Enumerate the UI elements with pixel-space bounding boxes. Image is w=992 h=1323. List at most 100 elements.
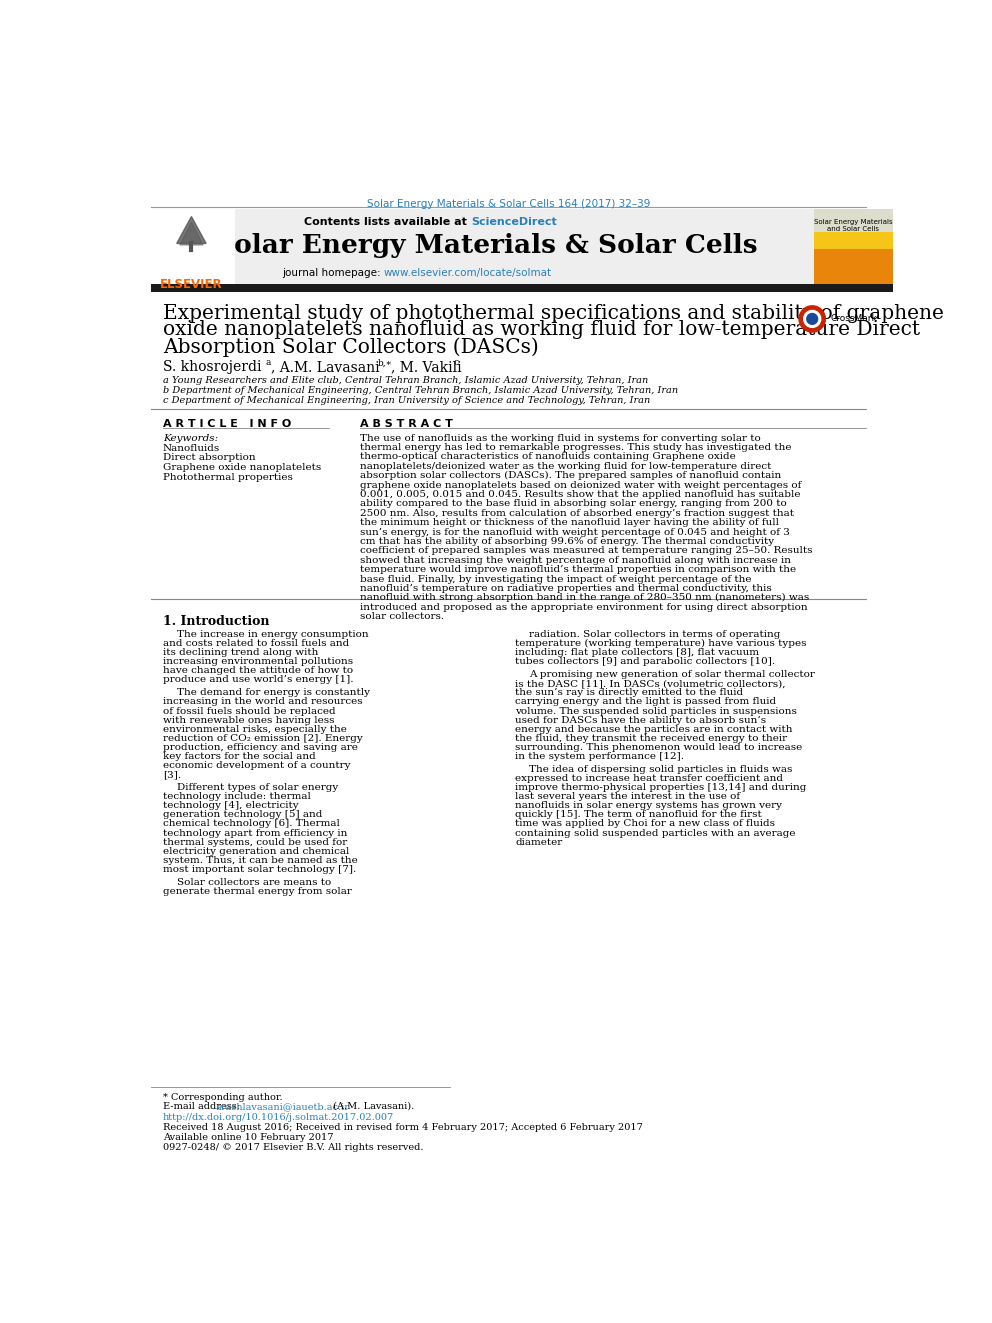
Text: and costs related to fossil fuels and: and costs related to fossil fuels and: [163, 639, 349, 648]
Text: expressed to increase heat transfer coefficient and: expressed to increase heat transfer coef…: [516, 774, 784, 783]
Text: nanofluids in solar energy systems has grown very: nanofluids in solar energy systems has g…: [516, 802, 783, 810]
Text: Received 18 August 2016; Received in revised form 4 February 2017; Accepted 6 Fe: Received 18 August 2016; Received in rev…: [163, 1123, 643, 1131]
Text: arashlavasani@iauetb.ac.ir: arashlavasani@iauetb.ac.ir: [215, 1102, 349, 1111]
Polygon shape: [177, 217, 206, 243]
Text: containing solid suspended particles with an average: containing solid suspended particles wit…: [516, 828, 796, 837]
Text: CrossMark: CrossMark: [830, 315, 877, 323]
Text: journal homepage:: journal homepage:: [282, 269, 384, 278]
Text: c: c: [453, 359, 458, 368]
Text: The use of nanofluids as the working fluid in systems for converting solar to: The use of nanofluids as the working flu…: [360, 434, 761, 443]
Text: of fossil fuels should be replaced: of fossil fuels should be replaced: [163, 706, 335, 716]
Text: generate thermal energy from solar: generate thermal energy from solar: [163, 886, 351, 896]
Text: a Young Researchers and Elite club, Central Tehran Branch, Islamic Azad Universi: a Young Researchers and Elite club, Cent…: [163, 376, 648, 385]
Text: key factors for the social and: key factors for the social and: [163, 751, 315, 761]
Text: radiation. Solar collectors in terms of operating: radiation. Solar collectors in terms of …: [530, 630, 781, 639]
Text: ELSEVIER: ELSEVIER: [160, 278, 223, 291]
Text: increasing environmental pollutions: increasing environmental pollutions: [163, 658, 353, 667]
Bar: [813, 249, 893, 283]
Text: temperature (working temperature) have various types: temperature (working temperature) have v…: [516, 639, 806, 648]
Text: energy and because the particles are in contact with: energy and because the particles are in …: [516, 725, 793, 734]
Text: graphene oxide nanoplatelets based on deionized water with weight percentages of: graphene oxide nanoplatelets based on de…: [360, 480, 802, 490]
Text: is the DASC [11]. In DASCs (volumetric collectors),: is the DASC [11]. In DASCs (volumetric c…: [516, 679, 786, 688]
Text: the sun’s ray is directly emitted to the fluid: the sun’s ray is directly emitted to the…: [516, 688, 743, 697]
Text: the minimum height or thickness of the nanofluid layer having the ability of ful: the minimum height or thickness of the n…: [360, 519, 780, 527]
Text: b Department of Mechanical Engineering, Central Tehran Branch, Islamic Azad Univ: b Department of Mechanical Engineering, …: [163, 386, 678, 394]
Text: tubes collectors [9] and parabolic collectors [10].: tubes collectors [9] and parabolic colle…: [516, 658, 776, 667]
Text: economic development of a country: economic development of a country: [163, 761, 350, 770]
Text: absorption solar collectors (DASCs). The prepared samples of nanofluid contain: absorption solar collectors (DASCs). The…: [360, 471, 782, 480]
Text: coefficient of prepared samples was measured at temperature ranging 25–50. Resul: coefficient of prepared samples was meas…: [360, 546, 812, 556]
Text: A B S T R A C T: A B S T R A C T: [360, 419, 453, 429]
Text: Keywords:: Keywords:: [163, 434, 218, 443]
Text: S. khosrojerdi: S. khosrojerdi: [163, 360, 261, 374]
Text: 1. Introduction: 1. Introduction: [163, 615, 269, 627]
Text: A promising new generation of solar thermal collector: A promising new generation of solar ther…: [530, 671, 815, 679]
Text: 0.001, 0.005, 0.015 and 0.045. Results show that the applied nanofluid has suita: 0.001, 0.005, 0.015 and 0.045. Results s…: [360, 490, 801, 499]
Text: http://dx.doi.org/10.1016/j.solmat.2017.02.007: http://dx.doi.org/10.1016/j.solmat.2017.…: [163, 1113, 394, 1122]
Text: [3].: [3].: [163, 770, 181, 779]
Text: showed that increasing the weight percentage of nanofluid along with increase in: showed that increasing the weight percen…: [360, 556, 792, 565]
Text: Graphene oxide nanoplatelets: Graphene oxide nanoplatelets: [163, 463, 321, 472]
Text: c Department of Mechanical Engineering, Iran University of Science and Technolog: c Department of Mechanical Engineering, …: [163, 396, 650, 405]
Text: technology include: thermal: technology include: thermal: [163, 792, 310, 802]
Text: ability compared to the base fluid in absorbing solar energy, ranging from 200 t: ability compared to the base fluid in ab…: [360, 499, 787, 508]
Circle shape: [804, 311, 820, 327]
Text: Photothermal properties: Photothermal properties: [163, 472, 293, 482]
Text: Solar collectors are means to: Solar collectors are means to: [177, 877, 331, 886]
Text: b,∗: b,∗: [378, 359, 393, 368]
Bar: [813, 209, 893, 232]
Text: carrying energy and the light is passed from fluid: carrying energy and the light is passed …: [516, 697, 777, 706]
Text: time was applied by Choi for a new class of fluids: time was applied by Choi for a new class…: [516, 819, 776, 828]
Circle shape: [799, 306, 825, 332]
Text: most important solar technology [7].: most important solar technology [7].: [163, 865, 356, 875]
Text: Contents lists available at: Contents lists available at: [305, 217, 471, 226]
Bar: [151, 209, 235, 283]
Text: used for DASCs have the ability to absorb sun’s: used for DASCs have the ability to absor…: [516, 716, 767, 725]
Text: electricity generation and chemical: electricity generation and chemical: [163, 847, 349, 856]
Text: production, efficiency and saving are: production, efficiency and saving are: [163, 744, 358, 751]
Text: have changed the attitude of how to: have changed the attitude of how to: [163, 667, 353, 675]
Bar: [813, 209, 893, 283]
Text: ScienceDirect: ScienceDirect: [471, 217, 557, 226]
Text: Available online 10 February 2017: Available online 10 February 2017: [163, 1132, 333, 1142]
Circle shape: [806, 314, 817, 324]
Text: 2500 nm. Also, results from calculation of absorbed energy’s fraction suggest th: 2500 nm. Also, results from calculation …: [360, 509, 795, 517]
Text: nanofluid’s temperature on radiative properties and thermal conductivity, this: nanofluid’s temperature on radiative pro…: [360, 583, 772, 593]
Text: The demand for energy is constantly: The demand for energy is constantly: [177, 688, 370, 697]
Text: Solar Energy Materials & Solar Cells: Solar Energy Materials & Solar Cells: [215, 233, 758, 258]
Text: a: a: [265, 359, 271, 368]
Text: environmental risks, especially the: environmental risks, especially the: [163, 725, 346, 734]
Text: 0927-0248/ © 2017 Elsevier B.V. All rights reserved.: 0927-0248/ © 2017 Elsevier B.V. All righ…: [163, 1143, 424, 1152]
Text: thermal systems, could be used for: thermal systems, could be used for: [163, 837, 347, 847]
Text: in the system performance [12].: in the system performance [12].: [516, 751, 684, 761]
Text: volume. The suspended solid particles in suspensions: volume. The suspended solid particles in…: [516, 706, 798, 716]
Text: nanofluid with strong absorption band in the range of 280–350 nm (nanometers) wa: nanofluid with strong absorption band in…: [360, 593, 809, 602]
Text: Different types of solar energy: Different types of solar energy: [177, 783, 338, 792]
Text: produce and use world’s energy [1].: produce and use world’s energy [1].: [163, 676, 353, 684]
Text: last several years the interest in the use of: last several years the interest in the u…: [516, 792, 740, 802]
Text: thermo-optical characteristics of nanofluids containing Graphene oxide: thermo-optical characteristics of nanofl…: [360, 452, 736, 462]
Text: E-mail address:: E-mail address:: [163, 1102, 243, 1111]
Text: generation technology [5] and: generation technology [5] and: [163, 810, 322, 819]
Text: Solar Energy Materials & Solar Cells 164 (2017) 32–39: Solar Energy Materials & Solar Cells 164…: [367, 198, 650, 209]
Text: Absorption Solar Collectors (DASCs): Absorption Solar Collectors (DASCs): [163, 337, 539, 357]
Text: temperature would improve nanofluid’s thermal properties in comparison with the: temperature would improve nanofluid’s th…: [360, 565, 797, 574]
Text: The increase in energy consumption: The increase in energy consumption: [177, 630, 368, 639]
Text: technology apart from efficiency in: technology apart from efficiency in: [163, 828, 347, 837]
Text: introduced and proposed as the appropriate environment for using direct absorpti: introduced and proposed as the appropria…: [360, 603, 808, 611]
Text: Experimental study of photothermal specifications and stability of graphene: Experimental study of photothermal speci…: [163, 303, 943, 323]
Text: www.elsevier.com/locate/solmat: www.elsevier.com/locate/solmat: [384, 269, 552, 278]
Bar: [151, 283, 893, 292]
Text: system. Thus, it can be named as the: system. Thus, it can be named as the: [163, 856, 357, 865]
Text: , A.M. Lavasani: , A.M. Lavasani: [271, 360, 380, 374]
Text: (A.M. Lavasani).: (A.M. Lavasani).: [330, 1102, 415, 1111]
Text: with renewable ones having less: with renewable ones having less: [163, 716, 334, 725]
Text: Nanofluids: Nanofluids: [163, 443, 220, 452]
Text: Solar Energy Materials
and Solar Cells: Solar Energy Materials and Solar Cells: [814, 218, 893, 232]
Text: nanoplatelets/deionized water as the working fluid for low-temperature direct: nanoplatelets/deionized water as the wor…: [360, 462, 772, 471]
Text: * Corresponding author.: * Corresponding author.: [163, 1093, 283, 1102]
Text: its declining trend along with: its declining trend along with: [163, 648, 318, 658]
Bar: [151, 209, 813, 283]
Text: surrounding. This phenomenon would lead to increase: surrounding. This phenomenon would lead …: [516, 744, 803, 751]
Text: sun’s energy, is for the nanofluid with weight percentage of 0.045 and height of: sun’s energy, is for the nanofluid with …: [360, 528, 791, 537]
